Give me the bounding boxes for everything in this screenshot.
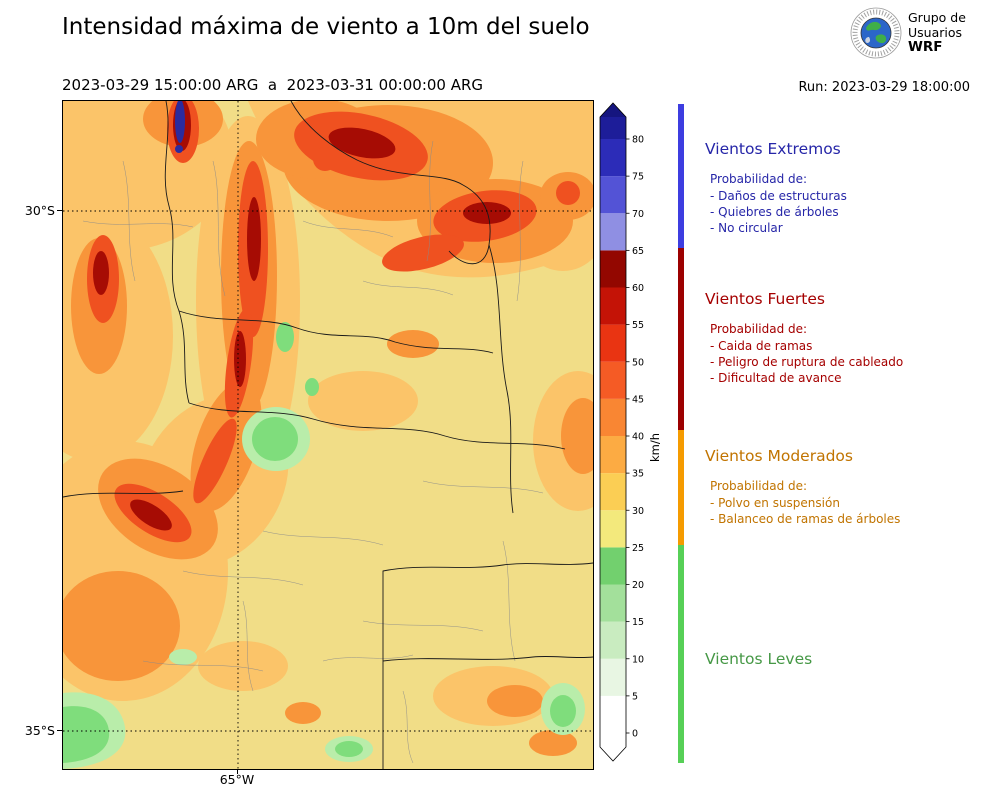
colorbar-tick-label: 70 — [632, 209, 644, 220]
colorbar-segment — [600, 287, 626, 325]
legend-item: - Balanceo de ramas de árboles — [710, 512, 901, 526]
legend-bar-segment-0 — [678, 104, 684, 248]
wind-intensity-map — [63, 101, 593, 769]
legend-title-leves: Vientos Leves — [705, 650, 813, 668]
legend-section-3: Vientos Leves — [705, 650, 985, 668]
colorbar-segment — [600, 324, 626, 362]
logo-line-1: Grupo de — [908, 10, 966, 26]
legend-item: - Polvo en suspensión — [710, 496, 840, 510]
valid-period: 2023-03-29 15:00:00 ARG a 2023-03-31 00:… — [62, 76, 484, 94]
colorbar-tick-label: 30 — [632, 506, 644, 517]
colorbar-segment — [600, 398, 626, 436]
colorbar-segment — [600, 621, 626, 659]
legend-intro: Probabilidad de: — [710, 172, 808, 186]
logo-line-3: WRF — [908, 39, 943, 56]
colorbar-tick-label: 10 — [632, 654, 644, 665]
lat-tick-35s — [57, 730, 62, 731]
legend-section-0: Vientos Extremos Probabilidad de: - Daño… — [705, 140, 985, 236]
lon-label-65w: 65°W — [219, 772, 255, 787]
model-run-label: Run: 2023-03-29 18:00:00 — [798, 80, 970, 95]
contour-green — [63, 322, 576, 763]
map-frame — [62, 100, 594, 770]
contour-extreme-navy — [175, 101, 185, 153]
colorbar-segment — [600, 361, 626, 399]
province-borders — [63, 101, 593, 769]
legend-category-bar — [678, 104, 684, 763]
colorbar-tick-label: 35 — [632, 469, 644, 480]
colorbar-tick-label: 50 — [632, 357, 644, 368]
legend-section-2: Vientos Moderados Probabilidad de: - Pol… — [705, 447, 985, 527]
wind-speed-colorbar: 0 5 10 15 20 25 30 35 40 45 50 55 60 65 70 75 80 — [599, 102, 644, 762]
legend-bar-segment-3 — [678, 545, 684, 763]
logo-line-2: Usuarios — [908, 24, 963, 40]
lat-tick-30s — [57, 210, 62, 211]
legend-bar-segment-1 — [678, 248, 684, 430]
colorbar-segment — [600, 250, 626, 288]
department-borders — [82, 140, 544, 764]
colorbar-segment — [600, 473, 626, 511]
colorbar-segment — [600, 213, 626, 251]
colorbar-tick-label: 55 — [632, 320, 644, 331]
lat-label-35s: 35°S — [24, 723, 55, 738]
legend-item: - Caida de ramas — [710, 339, 813, 353]
colorbar-bottom-arrow — [600, 747, 626, 761]
wrf-logo: Grupo de Usuarios WRF — [850, 7, 966, 59]
colorbar-segment — [600, 695, 626, 733]
colorbar-tick-label: 20 — [632, 580, 644, 591]
grid-dotted-lines — [63, 101, 593, 769]
colorbar-tick-label: 0 — [632, 729, 638, 740]
colorbar-segment — [600, 139, 626, 177]
colorbar-segment — [600, 547, 626, 585]
legend-title-moderados: Vientos Moderados — [705, 447, 853, 465]
colorbar-over-segment — [600, 117, 626, 139]
colorbar-tick-label: 60 — [632, 283, 644, 294]
legend-item: - Peligro de ruptura de cableado — [710, 355, 904, 369]
colorbar-tick-label: 40 — [632, 432, 644, 443]
colorbar-segment — [600, 510, 626, 548]
colorbar-segment — [600, 658, 626, 696]
legend-item: - Dificultad de avance — [710, 371, 842, 385]
legend-item: - Quiebres de árboles — [710, 205, 839, 219]
contour-red — [87, 101, 580, 543]
logo-text: Grupo de Usuarios WRF — [908, 11, 966, 55]
colorbar-unit-label: km/h — [648, 432, 662, 462]
colorbar-top-arrow — [600, 103, 626, 117]
page-title: Intensidad máxima de viento a 10m del su… — [62, 14, 590, 40]
lat-label-30s: 30°S — [24, 203, 55, 218]
colorbar-segment — [600, 176, 626, 214]
colorbar-tick-label: 80 — [632, 135, 644, 146]
legend-title-fuertes: Vientos Fuertes — [705, 290, 825, 308]
legend-intro: Probabilidad de: — [710, 322, 808, 336]
legend-item: - Daños de estructuras — [710, 189, 847, 203]
lon-tick-65w — [237, 769, 238, 774]
colorbar-tick-label: 75 — [632, 172, 644, 183]
colorbar-segment — [600, 584, 626, 622]
legend-section-1: Vientos Fuertes Probabilidad de: - Caida… — [705, 290, 985, 386]
colorbar-tick-label: 25 — [632, 543, 644, 554]
colorbar-tick-label: 65 — [632, 246, 644, 257]
legend-intro: Probabilidad de: — [710, 479, 808, 493]
legend-title-extremos: Vientos Extremos — [705, 140, 841, 158]
colorbar-segment — [600, 436, 626, 474]
colorbar-tick-label: 45 — [632, 394, 644, 405]
legend-item: - No circular — [710, 221, 783, 235]
legend-bar-segment-2 — [678, 430, 684, 545]
colorbar-tick-label: 5 — [632, 691, 638, 702]
colorbar-tick-label: 15 — [632, 617, 644, 628]
globe-icon — [850, 7, 902, 59]
